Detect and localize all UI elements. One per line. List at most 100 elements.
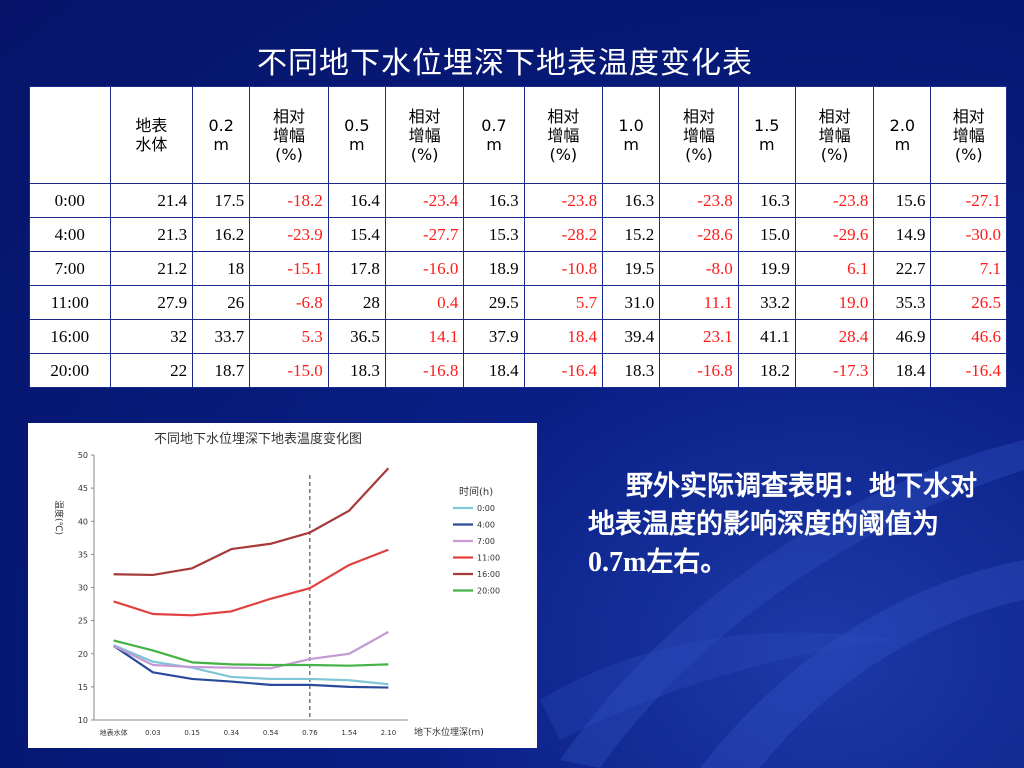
series-line-4: [113, 467, 390, 577]
temperature-cell: 21.4: [109, 183, 194, 218]
temperature-cell: 21.2: [109, 251, 194, 286]
header-cell: 0.2 m: [192, 86, 251, 184]
increase-cell: 23.1: [659, 319, 739, 354]
increase-cell: -18.2: [249, 183, 329, 218]
header-cell: 相对 增幅 (%): [794, 86, 875, 184]
temperature-table: 地表 水体 0.2 m 相对 增幅 (%) 0.5 m 相对 增幅 (%) 0.7 m 相对…: [29, 86, 1007, 388]
series-line-5: [113, 639, 389, 667]
table-row: 4:00 21.3 16.2 -23.9 15.4 -27.7 15.3 -28.2 15.2-…: [29, 217, 1007, 252]
increase-cell: 6.1: [794, 251, 875, 286]
temperature-cell: 41.1: [737, 319, 796, 354]
increase-cell: -16.8: [659, 353, 739, 388]
y-tick-label: 25: [78, 617, 88, 626]
temperature-cell: 46.9: [873, 319, 932, 354]
legend-entry: 20:00: [477, 587, 500, 596]
increase-cell: -23.8: [794, 183, 875, 218]
header-cell: 相对 增幅 (%): [523, 86, 604, 184]
x-tick-label: 0.76: [302, 729, 318, 737]
increase-cell: -17.3: [794, 353, 875, 388]
temperature-cell: 18.4: [463, 353, 525, 388]
time-cell: 20:00: [29, 353, 111, 388]
temperature-cell: 16.3: [602, 183, 661, 218]
increase-cell: -23.9: [249, 217, 329, 252]
table-row: 11:00 27.9 26 -6.8 28 0.4 29.5 5.7 31.0 11.1 33.2 1…: [29, 285, 1007, 320]
temperature-cell: 28: [327, 285, 386, 320]
temperature-cell: 15.6: [873, 183, 932, 218]
increase-cell: 7.1: [930, 251, 1007, 286]
legend-entry: 16:00: [477, 570, 500, 579]
legend-entry: 7:00: [477, 537, 495, 546]
increase-cell: 14.1: [384, 319, 465, 354]
header-cell: 相对 增幅 (%): [249, 86, 329, 184]
temperature-cell: 39.4: [602, 319, 661, 354]
increase-cell: -23.8: [659, 183, 739, 218]
header-cell: 相对 增幅 (%): [384, 86, 465, 184]
x-tick-label: 0.34: [224, 729, 240, 737]
time-cell: 11:00: [29, 285, 111, 320]
temperature-cell: 35.3: [873, 285, 932, 320]
header-cell: 1.5 m: [737, 86, 796, 184]
increase-cell: 19.0: [794, 285, 875, 320]
x-tick-label: 0.54: [263, 729, 279, 737]
increase-cell: -29.6: [794, 217, 875, 252]
chart-panel: 不同地下水位埋深下地表温度变化图 温度(℃) 10 15 20 25 30 35 40 45 50 地…: [28, 423, 537, 748]
temperature-cell: 16.2: [192, 217, 251, 252]
increase-cell: 5.3: [249, 319, 329, 354]
temperature-cell: 19.5: [602, 251, 661, 286]
time-cell: 4:00: [29, 217, 111, 252]
temperature-cell: 15.0: [737, 217, 796, 252]
slide-title: 不同地下水位埋深下地表温度变化表: [257, 46, 753, 81]
header-cell: 相对 增幅 (%): [930, 86, 1007, 184]
temperature-cell: 21.3: [109, 217, 194, 252]
temperature-cell: 18.4: [873, 353, 932, 388]
table-body: 0:00 21.4 17.5 -18.2 16.4 -23.4 16.3 -23.8 16.3-…: [29, 183, 1007, 388]
increase-cell: 46.6: [930, 319, 1007, 354]
y-tick-label: 20: [78, 650, 88, 659]
legend-entry: 4:00: [477, 521, 495, 530]
time-cell: 16:00: [29, 319, 111, 354]
increase-cell: -23.8: [523, 183, 604, 218]
header-cell: 2.0 m: [873, 86, 932, 184]
header-cell: 0.5 m: [327, 86, 386, 184]
y-tick-label: 10: [78, 716, 88, 725]
header-cell: 相对 增幅 (%): [659, 86, 739, 184]
temperature-cell: 22: [109, 353, 194, 388]
y-tick-label: 35: [78, 550, 88, 559]
increase-cell: 28.4: [794, 319, 875, 354]
temperature-cell: 18.2: [737, 353, 796, 388]
x-tick-label: 1.54: [341, 729, 357, 737]
increase-cell: -15.0: [249, 353, 329, 388]
temperature-cell: 26: [192, 285, 251, 320]
table-row: 7:00 21.2 18 -15.1 17.8 -16.0 18.9 -10.8 19.5 -8.…: [29, 251, 1007, 286]
temperature-cell: 15.3: [463, 217, 525, 252]
x-tick-label: 2.10: [381, 729, 397, 737]
temperature-cell: 16.4: [327, 183, 386, 218]
temperature-cell: 36.5: [327, 319, 386, 354]
x-tick-label: 0.15: [184, 729, 200, 737]
increase-cell: -27.7: [384, 217, 465, 252]
temperature-cell: 16.3: [737, 183, 796, 218]
y-axis-label: 温度(℃): [53, 500, 65, 535]
increase-cell: -23.4: [384, 183, 465, 218]
increase-cell: -28.2: [523, 217, 604, 252]
temperature-cell: 31.0: [602, 285, 661, 320]
series-line-3: [113, 548, 389, 617]
temperature-cell: 18.7: [192, 353, 251, 388]
increase-cell: -16.4: [523, 353, 604, 388]
temperature-cell: 17.8: [327, 251, 386, 286]
header-cell: 0.7 m: [463, 86, 525, 184]
header-cell: 1.0 m: [602, 86, 661, 184]
series-line-2: [113, 630, 389, 670]
increase-cell: 18.4: [523, 319, 604, 354]
temperature-cell: 32: [109, 319, 194, 354]
y-tick-label: 30: [78, 584, 88, 593]
header-cell: 地表 水体: [109, 86, 194, 184]
increase-cell: -8.0: [659, 251, 739, 286]
increase-cell: 11.1: [659, 285, 739, 320]
increase-cell: 0.4: [384, 285, 465, 320]
increase-cell: -27.1: [930, 183, 1007, 218]
x-tick-label: 0.03: [145, 729, 161, 737]
temperature-cell: 18.3: [602, 353, 661, 388]
temperature-cell: 33.7: [192, 319, 251, 354]
